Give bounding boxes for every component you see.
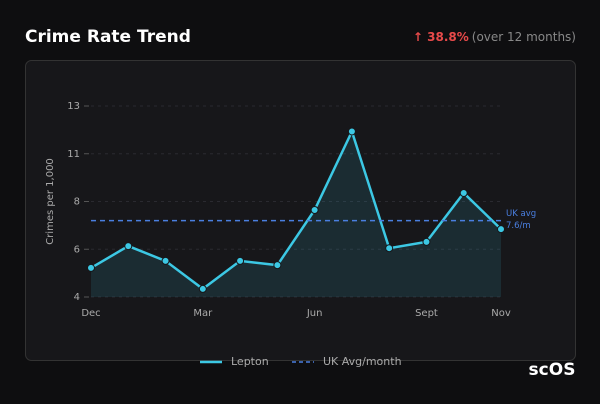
y-tick-label: 8	[74, 197, 80, 208]
y-tick-label: 4	[74, 292, 80, 303]
y-tick-label: 11	[67, 149, 80, 160]
point	[310, 205, 319, 214]
x-tick-label: Dec	[81, 308, 100, 319]
x-tick-label: Nov	[491, 308, 511, 319]
y-tick-label: 13	[67, 101, 80, 112]
reference-text: UK avg	[506, 209, 536, 219]
point	[385, 244, 394, 253]
point	[422, 237, 431, 246]
point	[124, 242, 133, 251]
reference-label: 7.6/m	[506, 221, 531, 231]
y-tick-label: 6	[74, 244, 80, 255]
legend-label: UK Avg/month	[323, 355, 402, 368]
change-value: ↑ 38.8%	[413, 30, 469, 44]
line	[90, 128, 502, 291]
panel	[25, 60, 576, 361]
x-tick-label: Sept	[415, 308, 438, 319]
point	[87, 263, 95, 272]
x-tick-label: Mar	[193, 308, 213, 319]
point	[347, 127, 356, 136]
y-axis-label: Crimes per 1,000	[45, 158, 56, 245]
point	[236, 256, 245, 265]
point	[497, 225, 505, 234]
point	[161, 256, 170, 265]
point	[198, 284, 207, 293]
title: Crime Rate Trend	[25, 27, 191, 47]
legend-label: Lepton	[231, 355, 269, 368]
logo: scOS	[529, 360, 576, 380]
point	[459, 189, 468, 198]
x-tick-label: Jun	[306, 308, 323, 319]
area	[91, 131, 501, 297]
point	[273, 261, 282, 270]
change: ↑ 38.8% (over 12 months)	[413, 30, 576, 44]
change-note: (over 12 months)	[472, 30, 576, 44]
